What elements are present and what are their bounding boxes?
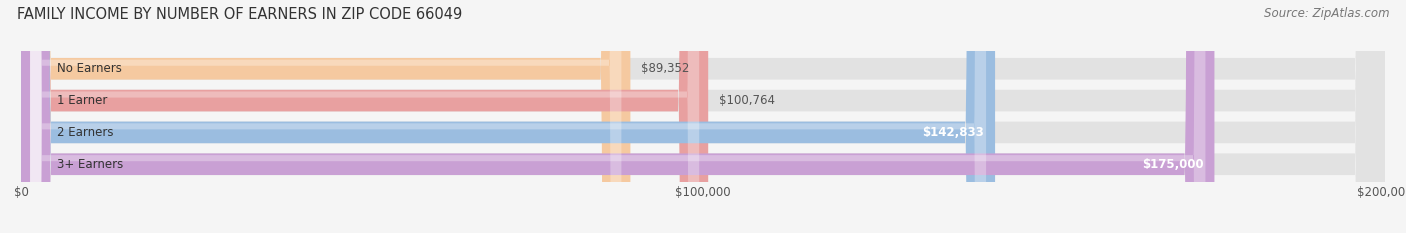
- Text: No Earners: No Earners: [58, 62, 122, 75]
- FancyBboxPatch shape: [21, 0, 630, 233]
- Text: $100,764: $100,764: [718, 94, 775, 107]
- Text: 3+ Earners: 3+ Earners: [58, 158, 124, 171]
- FancyBboxPatch shape: [21, 0, 1385, 233]
- Text: 2 Earners: 2 Earners: [58, 126, 114, 139]
- FancyBboxPatch shape: [30, 0, 986, 233]
- Text: FAMILY INCOME BY NUMBER OF EARNERS IN ZIP CODE 66049: FAMILY INCOME BY NUMBER OF EARNERS IN ZI…: [17, 7, 463, 22]
- FancyBboxPatch shape: [21, 0, 1385, 233]
- FancyBboxPatch shape: [21, 0, 1385, 233]
- Text: 1 Earner: 1 Earner: [58, 94, 107, 107]
- Text: $142,833: $142,833: [922, 126, 984, 139]
- FancyBboxPatch shape: [30, 0, 621, 233]
- Text: $89,352: $89,352: [641, 62, 690, 75]
- FancyBboxPatch shape: [30, 0, 699, 233]
- Text: $175,000: $175,000: [1142, 158, 1204, 171]
- FancyBboxPatch shape: [21, 0, 1385, 233]
- FancyBboxPatch shape: [21, 0, 995, 233]
- FancyBboxPatch shape: [21, 0, 709, 233]
- FancyBboxPatch shape: [21, 0, 1215, 233]
- Text: Source: ZipAtlas.com: Source: ZipAtlas.com: [1264, 7, 1389, 20]
- FancyBboxPatch shape: [30, 0, 1205, 233]
